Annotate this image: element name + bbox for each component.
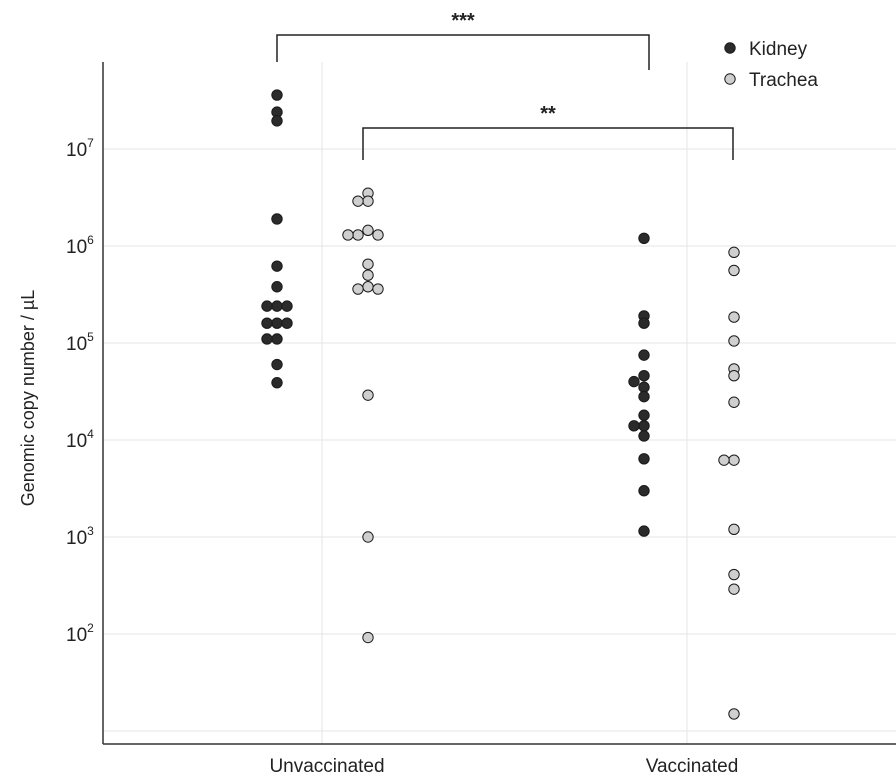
legend-label-kidney: Kidney bbox=[749, 39, 808, 60]
data-point-trachea bbox=[362, 631, 374, 644]
data-point-kidney bbox=[638, 453, 650, 465]
data-point-trachea bbox=[372, 283, 384, 295]
data-point-kidney bbox=[628, 375, 640, 388]
significance-label: ** bbox=[540, 103, 556, 125]
data-point-kidney bbox=[638, 349, 650, 361]
data-point-trachea bbox=[718, 454, 730, 466]
x-tick-label: Unvaccinated bbox=[269, 756, 384, 777]
data-point-trachea bbox=[728, 370, 740, 382]
data-point-trachea bbox=[342, 229, 354, 241]
data-point-kidney bbox=[261, 317, 273, 329]
grid-lines bbox=[103, 62, 896, 744]
data-point-trachea bbox=[362, 258, 374, 270]
data-point-kidney bbox=[271, 115, 283, 127]
data-point-kidney bbox=[281, 317, 293, 329]
axes: 102 103 104 105 106 107 Unvaccinated Vaccinated bbox=[66, 62, 896, 777]
data-point-trachea bbox=[352, 195, 364, 207]
data-point-kidney bbox=[271, 333, 283, 345]
data-point-kidney bbox=[638, 232, 650, 245]
data-point-trachea bbox=[362, 269, 374, 281]
data-point-kidney bbox=[271, 358, 283, 371]
data-point-trachea bbox=[728, 523, 740, 536]
y-tick-label: 105 bbox=[66, 330, 94, 355]
data-point-trachea bbox=[728, 396, 740, 408]
data-point-kidney bbox=[638, 525, 650, 537]
data-point-kidney bbox=[271, 213, 283, 225]
data-point-trachea bbox=[728, 583, 740, 595]
data-point-trachea bbox=[362, 224, 374, 237]
data-point-trachea bbox=[362, 531, 374, 543]
data-point-trachea bbox=[362, 281, 374, 293]
data-point-trachea bbox=[728, 335, 740, 347]
data-point-kidney bbox=[638, 381, 650, 393]
y-tick-label: 104 bbox=[66, 427, 94, 452]
y-axis-label: Genomic copy number / µL bbox=[18, 290, 38, 506]
significance-bracket bbox=[276, 34, 650, 70]
data-point-kidney bbox=[628, 420, 640, 432]
data-point-kidney bbox=[271, 300, 283, 312]
data-points bbox=[261, 89, 740, 720]
legend-marker-trachea bbox=[724, 73, 736, 85]
data-point-trachea bbox=[728, 568, 740, 581]
data-point-kidney bbox=[638, 409, 650, 421]
data-point-kidney bbox=[271, 281, 283, 293]
data-point-trachea bbox=[728, 264, 740, 277]
data-point-kidney bbox=[261, 333, 273, 345]
significance-bracket bbox=[362, 127, 734, 160]
data-point-trachea bbox=[728, 708, 740, 720]
data-point-trachea bbox=[362, 389, 374, 401]
legend-label-trachea: Trachea bbox=[749, 70, 818, 91]
y-tick-label: 107 bbox=[66, 136, 94, 161]
data-point-trachea bbox=[728, 454, 740, 466]
data-point-kidney bbox=[281, 300, 293, 312]
data-point-kidney bbox=[271, 89, 283, 101]
data-point-kidney bbox=[638, 485, 650, 497]
data-point-kidney bbox=[638, 317, 650, 329]
legend-marker-kidney bbox=[724, 42, 736, 54]
data-point-trachea bbox=[728, 311, 740, 323]
data-point-kidney bbox=[261, 300, 273, 312]
y-tick-label: 106 bbox=[66, 233, 94, 258]
data-point-kidney bbox=[638, 370, 650, 382]
data-point-trachea bbox=[362, 195, 374, 207]
legend: Kidney Trachea bbox=[724, 39, 818, 91]
data-point-kidney bbox=[271, 376, 283, 389]
x-tick-label: Vaccinated bbox=[646, 756, 739, 777]
data-point-trachea bbox=[352, 229, 364, 241]
data-point-kidney bbox=[271, 317, 283, 329]
data-point-trachea bbox=[352, 283, 364, 295]
data-point-kidney bbox=[271, 260, 283, 272]
data-point-kidney bbox=[638, 390, 650, 403]
y-tick-label: 103 bbox=[66, 524, 94, 549]
data-point-trachea bbox=[372, 229, 384, 241]
data-point-kidney bbox=[638, 430, 650, 442]
significance-brackets: ***** bbox=[276, 10, 734, 160]
significance-label: *** bbox=[451, 10, 475, 32]
data-point-trachea bbox=[728, 246, 740, 259]
y-tick-label: 102 bbox=[66, 621, 94, 646]
data-point-kidney bbox=[638, 420, 650, 432]
